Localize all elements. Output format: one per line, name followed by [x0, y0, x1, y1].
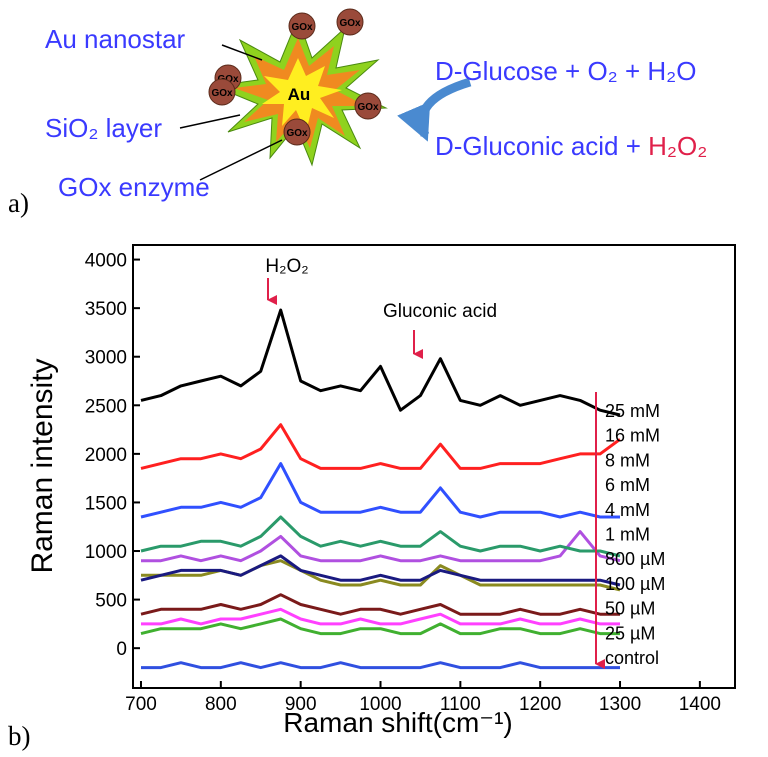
x-tick-label: 1300 [599, 694, 641, 715]
x-tick-label: 1100 [440, 694, 481, 715]
gox-label: GOx [211, 88, 233, 99]
y-tick-label: 2000 [85, 445, 127, 466]
series-line [140, 515, 621, 558]
product-highlight: H₂O₂ [648, 131, 707, 161]
legend-label: 6 mM [605, 475, 650, 495]
gox-label: GOx [291, 22, 313, 33]
annotation: H₂O₂ [265, 256, 308, 277]
callout: GOx enzyme [58, 172, 210, 202]
gox-ball [283, 118, 311, 146]
gox-label: GOx [339, 18, 361, 29]
gox-ball [208, 78, 236, 106]
x-axis-title: Raman shift(cm⁻¹) [283, 707, 512, 738]
nanostar: Au [212, 16, 388, 167]
legend-label: 800 µM [605, 549, 665, 569]
x-tick-label: 700 [125, 694, 157, 715]
gox-label: GOx [286, 128, 308, 139]
series-line [141, 607, 620, 626]
legend-label: control [605, 648, 659, 668]
x-tick-label: 900 [285, 694, 317, 715]
x-tick-label: 1000 [359, 694, 401, 715]
pointer [199, 139, 283, 181]
reactants: D-Glucose + O₂ + H₂O [435, 56, 697, 86]
legend-label: 4 mM [605, 500, 650, 520]
legend-label: 8 mM [605, 450, 650, 470]
star-core [262, 58, 342, 132]
series-line [141, 530, 621, 563]
gox-ball [288, 12, 316, 40]
pointer [179, 114, 241, 129]
series-line [141, 661, 620, 670]
series-line [140, 308, 621, 417]
gox-label: GOx [357, 102, 379, 113]
legend-label: 1 mM [605, 525, 650, 545]
y-tick-label: 1500 [85, 493, 127, 514]
series-line [140, 554, 621, 587]
series-line [140, 593, 620, 616]
y-tick-label: 0 [116, 639, 127, 660]
x-tick-label: 800 [205, 694, 237, 715]
gox-group: GOx GOx GOx GOx GOx GOx [208, 8, 382, 146]
series-line [140, 462, 620, 519]
series-line [140, 423, 621, 470]
y-tick-label: 3500 [85, 299, 127, 320]
core-label: Au [288, 85, 311, 104]
series-line [140, 617, 620, 636]
legend-label: 100 µM [605, 574, 665, 594]
products-text: D-Gluconic acid + [435, 131, 641, 161]
x-tick-label: 1200 [519, 694, 561, 715]
callout-lines [179, 44, 283, 181]
y-tick-label: 2500 [85, 396, 127, 417]
legend-label: 25 mM [605, 401, 660, 421]
legend-label: 50 µM [605, 599, 655, 619]
gox-label: GOx [217, 74, 239, 85]
annotation: Gluconic acid [383, 301, 497, 322]
legend-label: 25 µM [605, 623, 655, 643]
plot-frame [132, 244, 736, 689]
y-tick-label: 3000 [85, 348, 127, 369]
gox-ball [354, 92, 382, 120]
panel-label: a) [8, 188, 29, 218]
y-tick-label: 1000 [85, 542, 127, 563]
reaction-arrow [397, 77, 472, 142]
y-tick-label: 500 [95, 591, 127, 612]
pointer [221, 44, 263, 61]
callout: Au nanostar [45, 24, 186, 54]
legend-label: 16 mM [605, 426, 660, 446]
gox-ball [336, 8, 364, 36]
products: D-Gluconic acid + H₂O₂ [435, 131, 707, 161]
panel-label: b) [8, 721, 31, 751]
y-axis-title: Raman intensity [26, 358, 59, 573]
chart: 0 500 1000 1500 2000 2500 3000 3500 4000 700 800 90… [85, 244, 736, 715]
y-tick-label: 4000 [85, 251, 127, 272]
x-tick-label: 1400 [679, 694, 721, 715]
callout: SiO₂ layer [45, 113, 162, 143]
